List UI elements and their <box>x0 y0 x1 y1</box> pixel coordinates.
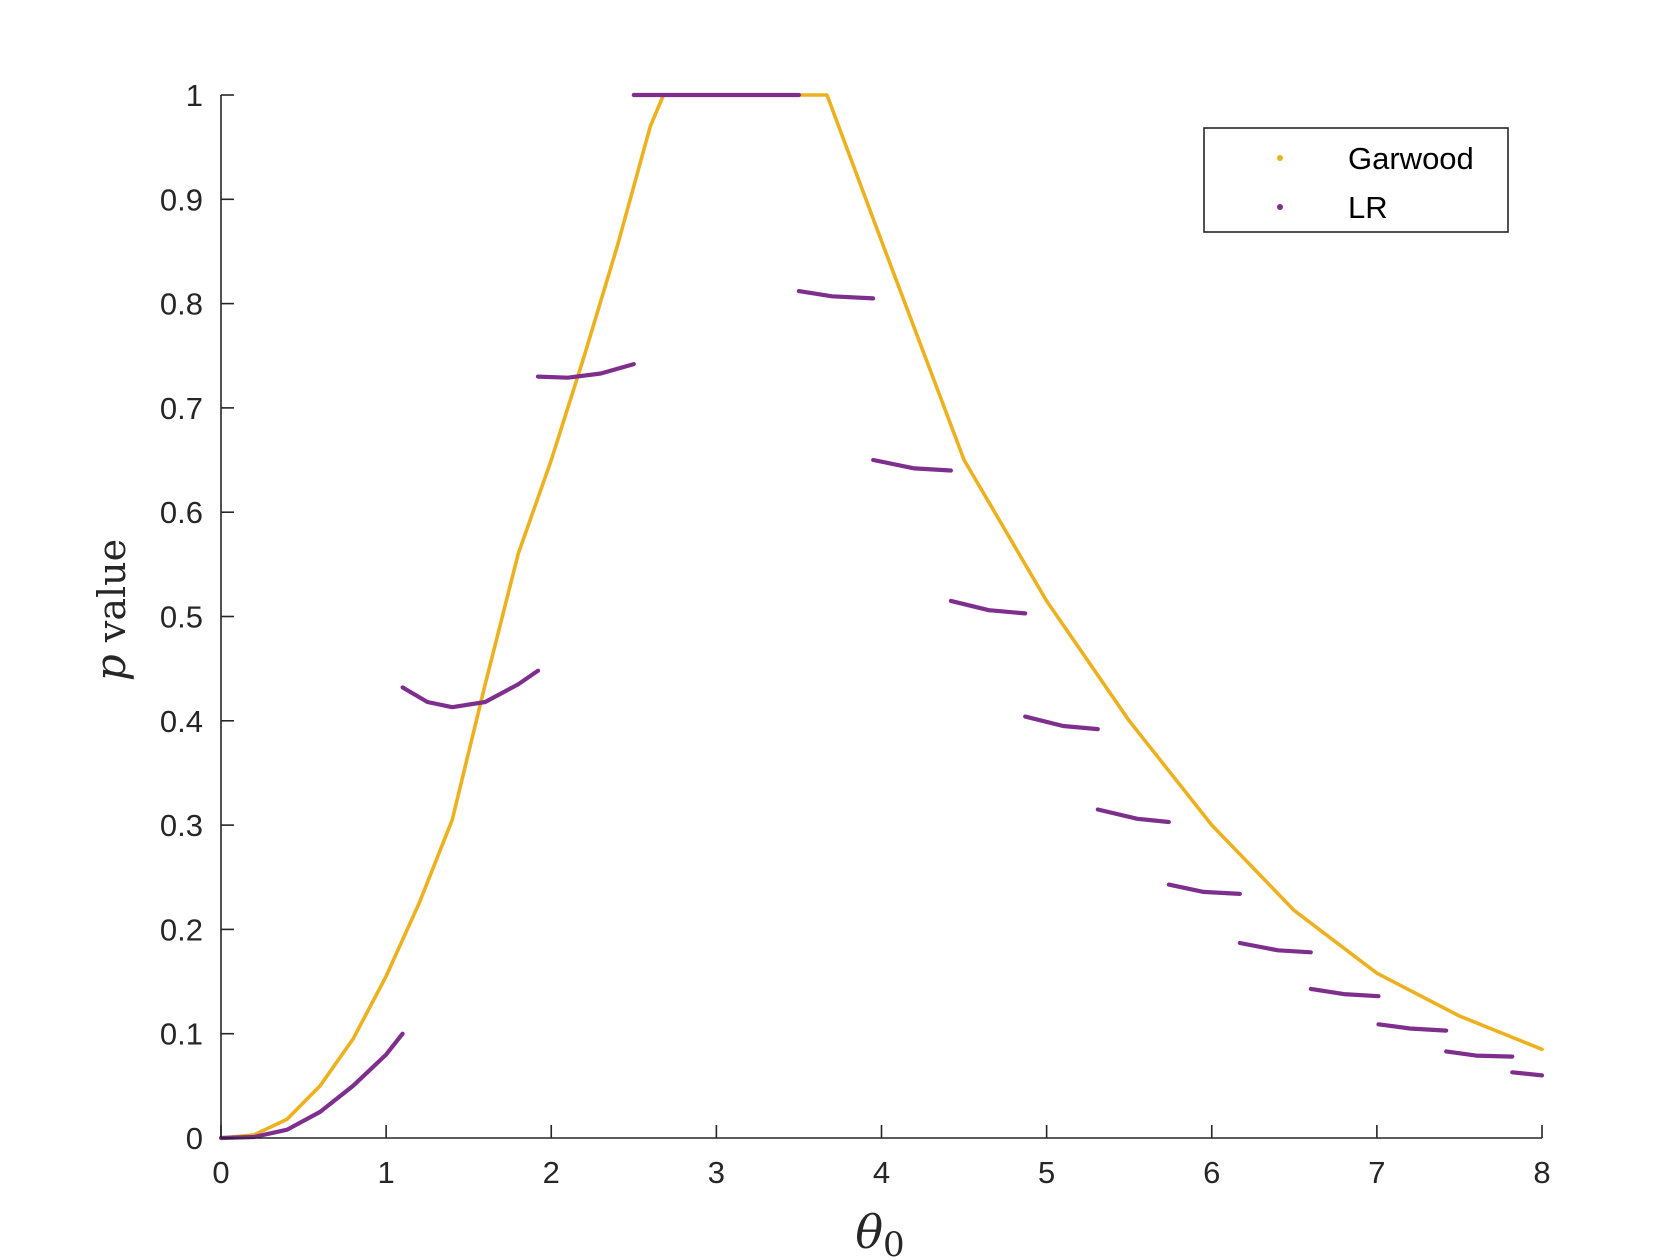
axes <box>220 95 1542 1139</box>
series-line-segment <box>1444 1049 1515 1059</box>
legend-marker-lr <box>1277 204 1283 210</box>
x-tick-label: 2 <box>543 1155 560 1190</box>
ticks: 0 0.1 0.2 0.3 0.4 0.5 0.6 0.7 0.8 0.9 1 0 1 2 3 4 5 6 7 8 <box>160 78 1551 1190</box>
series-lr <box>218 92 1545 1141</box>
y-tick-label: 0.3 <box>160 808 203 843</box>
x-tick-label: 0 <box>212 1155 229 1190</box>
x-axis-label-subscript: 0 <box>883 1225 905 1260</box>
x-tick-label: 1 <box>378 1155 395 1190</box>
x-tick-label: 6 <box>1203 1155 1220 1190</box>
y-tick-label: 0.8 <box>160 287 203 322</box>
legend-label-garwood: Garwood <box>1348 141 1474 176</box>
x-tick-label: 4 <box>873 1155 890 1190</box>
x-axis-label-symbol: θ <box>855 1205 883 1259</box>
y-tick-label: 0.7 <box>160 391 203 426</box>
y-axis-label: p value <box>86 539 135 681</box>
series-line-segment <box>400 668 541 710</box>
y-tick-label: 0.9 <box>160 182 203 217</box>
series-line-segment <box>1308 986 1381 999</box>
series-line-segment <box>1023 714 1100 732</box>
y-axis-label-rest: value <box>90 539 134 654</box>
y-tick-label: 0.5 <box>160 600 203 635</box>
series-line-segment <box>1095 807 1171 825</box>
legend-box <box>1203 127 1509 233</box>
x-tick-label: 8 <box>1533 1155 1550 1190</box>
x-axis-label: θ0 <box>855 1205 904 1260</box>
y-tick-label: 1 <box>186 78 203 113</box>
series-line-segment <box>1376 1022 1449 1033</box>
series-line-segment <box>1237 940 1313 955</box>
y-tick-label: 0.4 <box>160 704 203 739</box>
series-line-segment <box>871 457 953 473</box>
series-line-segment <box>219 93 1544 1140</box>
legend: Garwood LR <box>1203 127 1509 233</box>
y-tick-label: 0.2 <box>160 912 203 947</box>
y-axis-label-italic: p <box>86 654 135 681</box>
legend-marker-garwood <box>1277 155 1283 161</box>
legend-label-lr: LR <box>1348 190 1388 225</box>
series-line-segment <box>218 1031 405 1141</box>
plot-area <box>218 92 1545 1141</box>
y-tick-label: 0.1 <box>160 1017 203 1052</box>
y-tick-label: 0.6 <box>160 495 203 530</box>
series-line-segment <box>535 362 636 380</box>
y-tick-label: 0 <box>186 1121 203 1156</box>
series-line-segment <box>948 598 1028 616</box>
series-garwood <box>219 93 1544 1140</box>
x-tick-label: 3 <box>708 1155 725 1190</box>
x-tick-label: 7 <box>1368 1155 1385 1190</box>
series-line-segment <box>1510 1070 1545 1078</box>
x-tick-label: 5 <box>1038 1155 1055 1190</box>
series-line-segment <box>1166 882 1242 896</box>
series-line-segment <box>796 289 876 301</box>
